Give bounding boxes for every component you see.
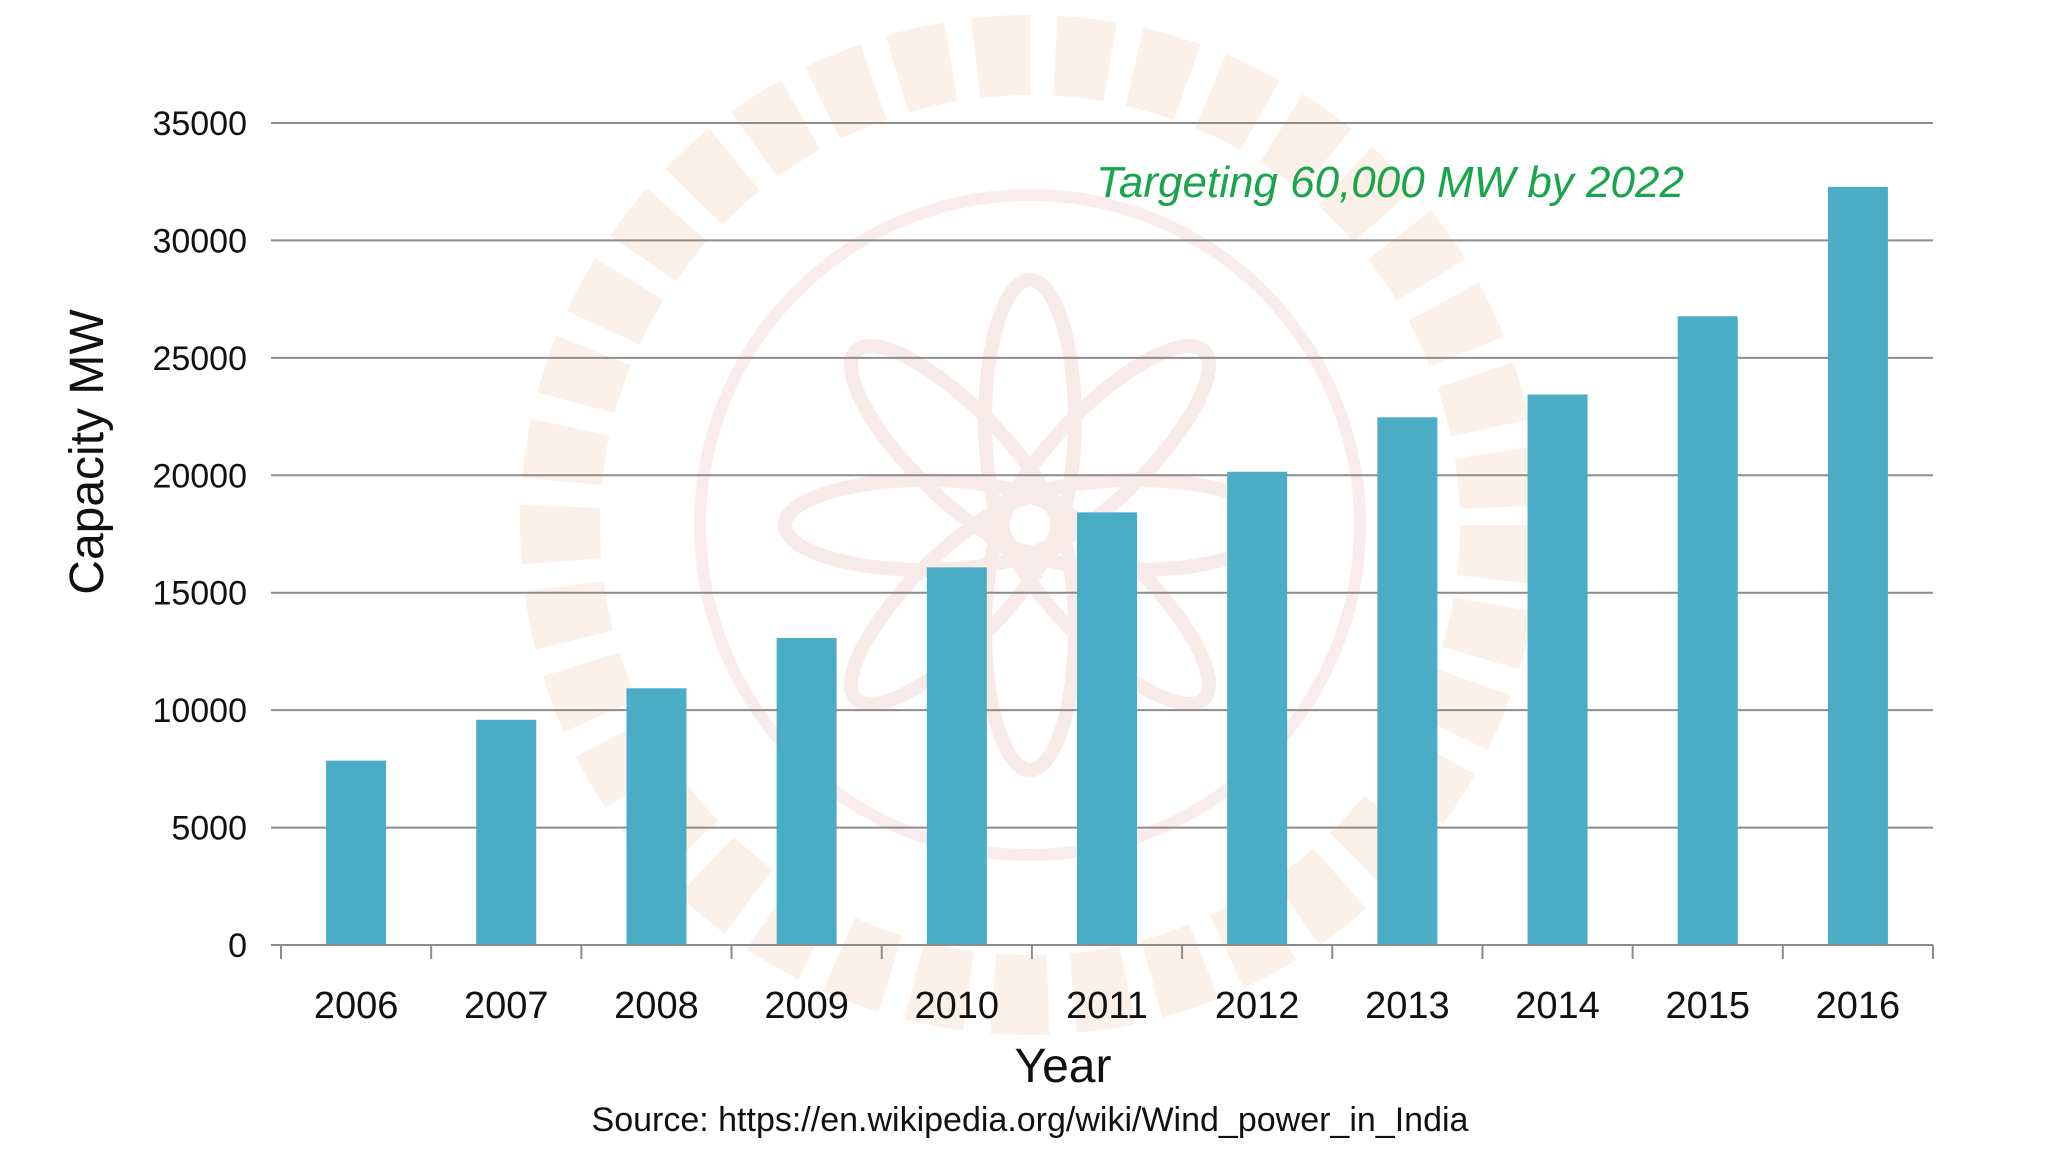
x-tick-label: 2009	[764, 985, 849, 1027]
y-axis-label: Capacity MW	[61, 309, 114, 595]
y-tick-label: 5000	[171, 810, 247, 848]
bar-2006	[326, 760, 387, 945]
y-tick-label: 0	[228, 927, 247, 965]
x-tick-label: 2014	[1515, 985, 1600, 1027]
bar-2010	[926, 567, 987, 945]
bar-2012	[1227, 471, 1288, 945]
y-tick-label: 35000	[152, 105, 247, 143]
bar-2014	[1527, 394, 1588, 945]
y-tick-label: 20000	[152, 457, 247, 495]
y-tick-label: 30000	[152, 222, 247, 260]
x-tick-label: 2010	[915, 985, 1000, 1027]
y-tick-labels: 0 5000 10000 15000 20000 25000 30000 35000	[152, 105, 247, 965]
x-axis	[271, 944, 1934, 959]
x-axis-label: Year	[1015, 1040, 1112, 1093]
bar-2013	[1377, 417, 1438, 945]
x-tick-label: 2008	[614, 985, 699, 1027]
source-note: Source: https://en.wikipedia.org/wiki/Wi…	[592, 1101, 1469, 1139]
bar-2008	[626, 688, 687, 945]
bar-2009	[776, 638, 837, 945]
watermark-logo	[520, 15, 1540, 1035]
y-tick-label: 15000	[152, 575, 247, 613]
x-tick-label: 2011	[1066, 985, 1148, 1027]
y-tick-label: 25000	[152, 340, 247, 378]
y-tick-label: 10000	[152, 692, 247, 730]
x-tick-label: 2012	[1215, 985, 1300, 1027]
bar-2007	[476, 719, 537, 945]
bar-2015	[1677, 316, 1738, 945]
target-annotation: Targeting 60,000 MW by 2022	[1096, 158, 1684, 207]
x-tick-labels: 2006 2007 2008 2009 2010 2011 2012 2013 2014 2015…	[314, 985, 1900, 1027]
x-tick-label: 2016	[1816, 985, 1901, 1027]
bar-2016	[1827, 186, 1888, 945]
x-tick-label: 2015	[1665, 985, 1750, 1027]
x-tick-label: 2013	[1365, 985, 1450, 1027]
bar-2011	[1077, 512, 1137, 945]
x-tick-label: 2007	[464, 985, 549, 1027]
bar-series	[326, 186, 1888, 945]
x-tick-label: 2006	[314, 985, 399, 1027]
